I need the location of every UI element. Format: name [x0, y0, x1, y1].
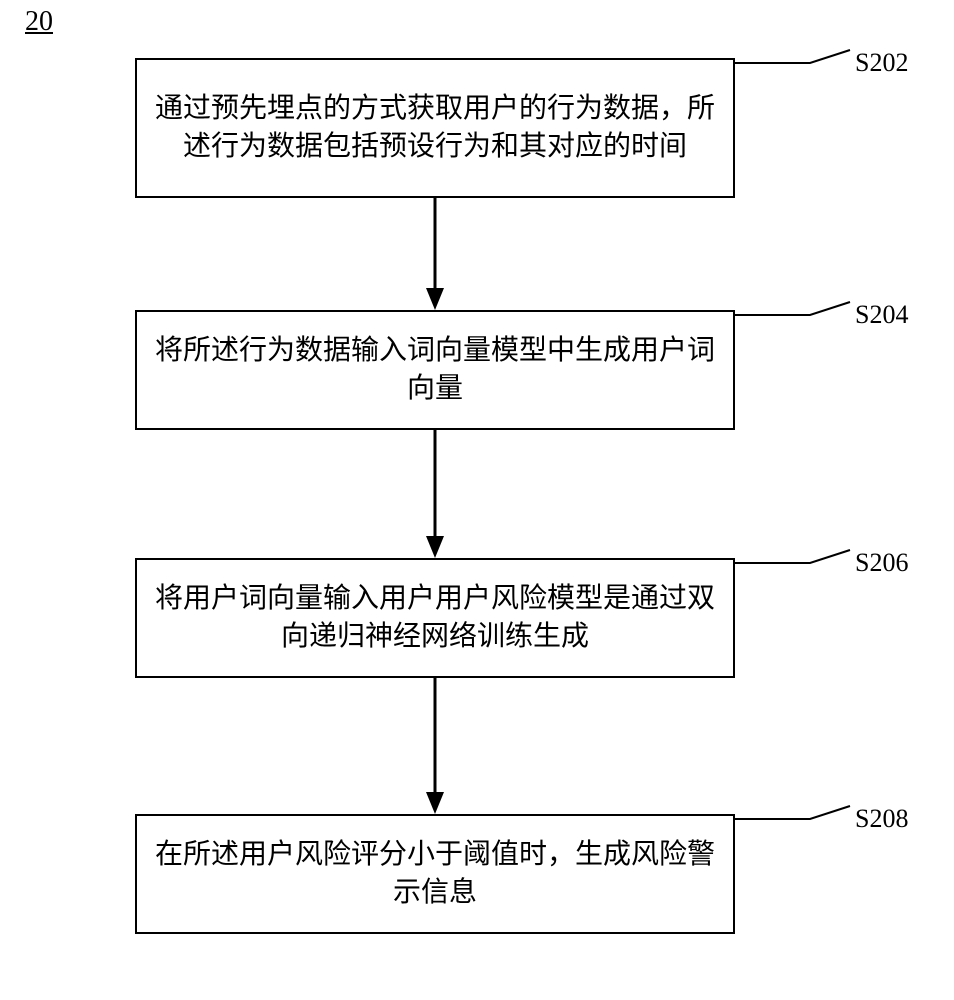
flow-arrow	[417, 198, 453, 310]
flow-step-label: S202	[855, 48, 908, 78]
flow-arrow	[417, 678, 453, 814]
leader-line	[735, 806, 852, 821]
flow-step-text: 在所述用户风险评分小于阈值时，生成风险警示信息	[151, 836, 719, 912]
leader-line	[735, 302, 852, 317]
flow-arrow	[417, 430, 453, 558]
figure-number: 20	[25, 6, 53, 38]
flow-step-text: 通过预先埋点的方式获取用户的行为数据，所述行为数据包括预设行为和其对应的时间	[151, 90, 719, 166]
leader-line	[735, 50, 852, 65]
flow-step-box: 将用户词向量输入用户用户风险模型是通过双向递归神经网络训练生成	[135, 558, 735, 678]
leader-line	[735, 550, 852, 565]
flow-step-box: 在所述用户风险评分小于阈值时，生成风险警示信息	[135, 814, 735, 934]
flow-step-box: 通过预先埋点的方式获取用户的行为数据，所述行为数据包括预设行为和其对应的时间	[135, 58, 735, 198]
flow-step-label: S206	[855, 548, 908, 578]
flow-step-text: 将所述行为数据输入词向量模型中生成用户词向量	[151, 332, 719, 408]
flow-step-label: S208	[855, 804, 908, 834]
flow-step-text: 将用户词向量输入用户用户风险模型是通过双向递归神经网络训练生成	[151, 580, 719, 656]
flow-step-label: S204	[855, 300, 908, 330]
flow-step-box: 将所述行为数据输入词向量模型中生成用户词向量	[135, 310, 735, 430]
